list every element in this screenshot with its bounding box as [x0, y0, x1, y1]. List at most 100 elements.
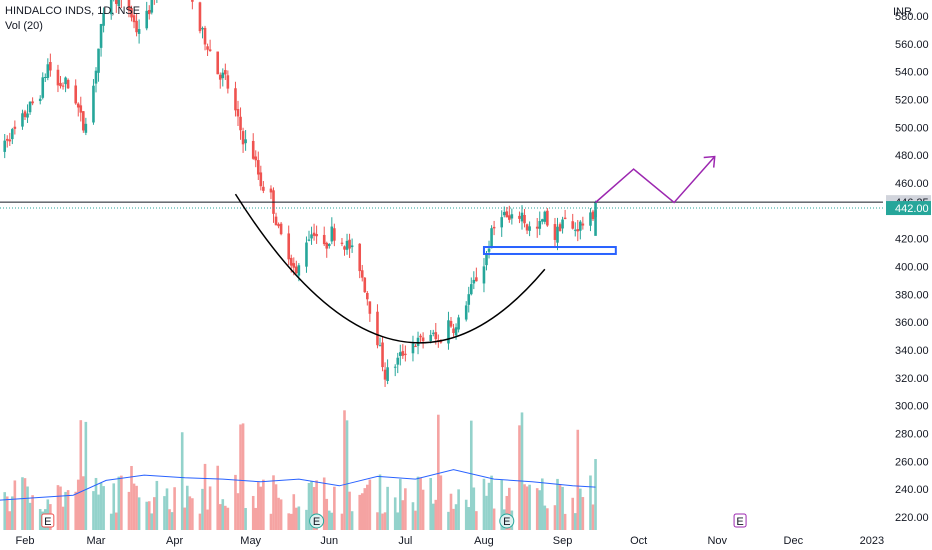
- candle-body: [21, 113, 24, 127]
- volume-bar: [508, 487, 511, 530]
- volume-bar: [419, 477, 422, 530]
- candle: [206, 43, 209, 57]
- time-tick-label: Oct: [630, 535, 647, 547]
- candle-body: [145, 10, 149, 29]
- candle: [429, 330, 433, 344]
- symbol-title[interactable]: HINDALCO INDS, 1D, NSE: [5, 5, 141, 17]
- volume-bar: [279, 499, 283, 530]
- candle: [244, 130, 247, 151]
- volume-bar: [505, 495, 509, 530]
- candle-body: [386, 367, 389, 382]
- handle-box[interactable]: [482, 246, 617, 255]
- candle: [97, 48, 100, 82]
- volume-bar: [449, 493, 453, 530]
- volume-bar: [153, 497, 156, 530]
- candle-body: [528, 226, 531, 231]
- price-axis[interactable]: INR 220.00 240.00 260.00 280.00 300.00 320.00 3…: [886, 6, 931, 524]
- candle: [135, 13, 138, 37]
- price-tick-label: 560.00: [895, 39, 929, 51]
- volume-bar: [360, 493, 364, 530]
- candle: [254, 150, 258, 168]
- volume-bar: [528, 484, 531, 530]
- volume-bar: [198, 513, 202, 530]
- cup-curve[interactable]: [234, 193, 546, 344]
- candle: [540, 218, 544, 225]
- volume-bar: [150, 513, 154, 530]
- candle: [386, 359, 389, 385]
- volume-bar: [348, 491, 351, 530]
- candle: [147, 5, 151, 20]
- candle: [340, 237, 344, 247]
- candle-body: [137, 29, 141, 34]
- volume-bar: [416, 476, 420, 530]
- drawing-annotations: [234, 155, 716, 344]
- volume-bar: [137, 497, 141, 530]
- volume-bar: [114, 512, 118, 530]
- candle: [226, 70, 230, 94]
- time-axis[interactable]: Feb Mar Apr May Jun Jul Aug Sep Oct Nov Dec 2023: [16, 535, 885, 547]
- candle: [558, 222, 562, 232]
- candle: [360, 264, 364, 282]
- candle-body: [505, 211, 509, 218]
- candle: [310, 226, 313, 245]
- candle: [350, 238, 354, 253]
- time-tick-label: Mar: [87, 535, 106, 547]
- candle-body: [414, 346, 417, 348]
- volume-bar: [61, 506, 65, 530]
- volume-bar: [206, 509, 209, 530]
- last-price-tag[interactable]: 442.00: [886, 201, 931, 216]
- candle: [543, 210, 547, 225]
- candle: [109, 0, 113, 20]
- volume-bar: [82, 476, 85, 530]
- volume-bar: [594, 459, 597, 530]
- projection-zigzag[interactable]: [595, 156, 716, 204]
- candle-body: [589, 212, 592, 226]
- candle: [153, 0, 155, 5]
- earnings-marker: [733, 513, 747, 528]
- volume-bar: [487, 482, 491, 530]
- candle-body: [525, 224, 529, 231]
- volume-bar: [345, 420, 349, 530]
- earnings-event-earnings[interactable]: E: [309, 513, 325, 529]
- candle: [295, 260, 298, 274]
- candle: [535, 217, 539, 238]
- candle: [277, 222, 280, 229]
- candle-body: [490, 228, 493, 249]
- volume-bar: [79, 420, 83, 530]
- earnings-event-earnings-past[interactable]: E: [41, 513, 55, 528]
- earnings-label: E: [313, 516, 320, 528]
- candle: [272, 187, 275, 223]
- candle-body: [206, 46, 209, 50]
- price-tick-label: 480.00: [895, 150, 929, 162]
- candle-body: [401, 351, 405, 356]
- candle-body: [56, 69, 60, 86]
- earnings-event-earnings[interactable]: E: [499, 513, 515, 529]
- volume-bar: [437, 414, 440, 530]
- candle-body: [82, 111, 85, 131]
- price-tick-label: 320.00: [895, 373, 929, 385]
- candle: [411, 335, 415, 362]
- volume-bar: [38, 509, 42, 530]
- time-tick-label: Apr: [166, 535, 183, 547]
- volume-bar: [165, 488, 169, 530]
- candle: [404, 345, 407, 362]
- volume-bar: [447, 511, 450, 530]
- candle-body: [8, 139, 12, 142]
- volume-bar: [277, 497, 280, 530]
- candle-body: [467, 294, 471, 305]
- candle: [61, 82, 65, 90]
- volume-bar: [226, 507, 230, 530]
- earnings-event-earnings-future[interactable]: E: [733, 513, 747, 528]
- candle-body: [147, 10, 151, 15]
- candle-body: [221, 72, 225, 79]
- candle: [99, 23, 103, 57]
- volume-indicator-label[interactable]: Vol (20): [5, 20, 43, 32]
- volume-bar: [130, 465, 133, 530]
- time-tick-label: Jul: [398, 535, 412, 547]
- price-tick-label: 380.00: [895, 289, 929, 301]
- candle-body: [546, 210, 549, 226]
- candle: [13, 120, 17, 135]
- volume-bar: [102, 486, 105, 530]
- candle: [82, 111, 85, 133]
